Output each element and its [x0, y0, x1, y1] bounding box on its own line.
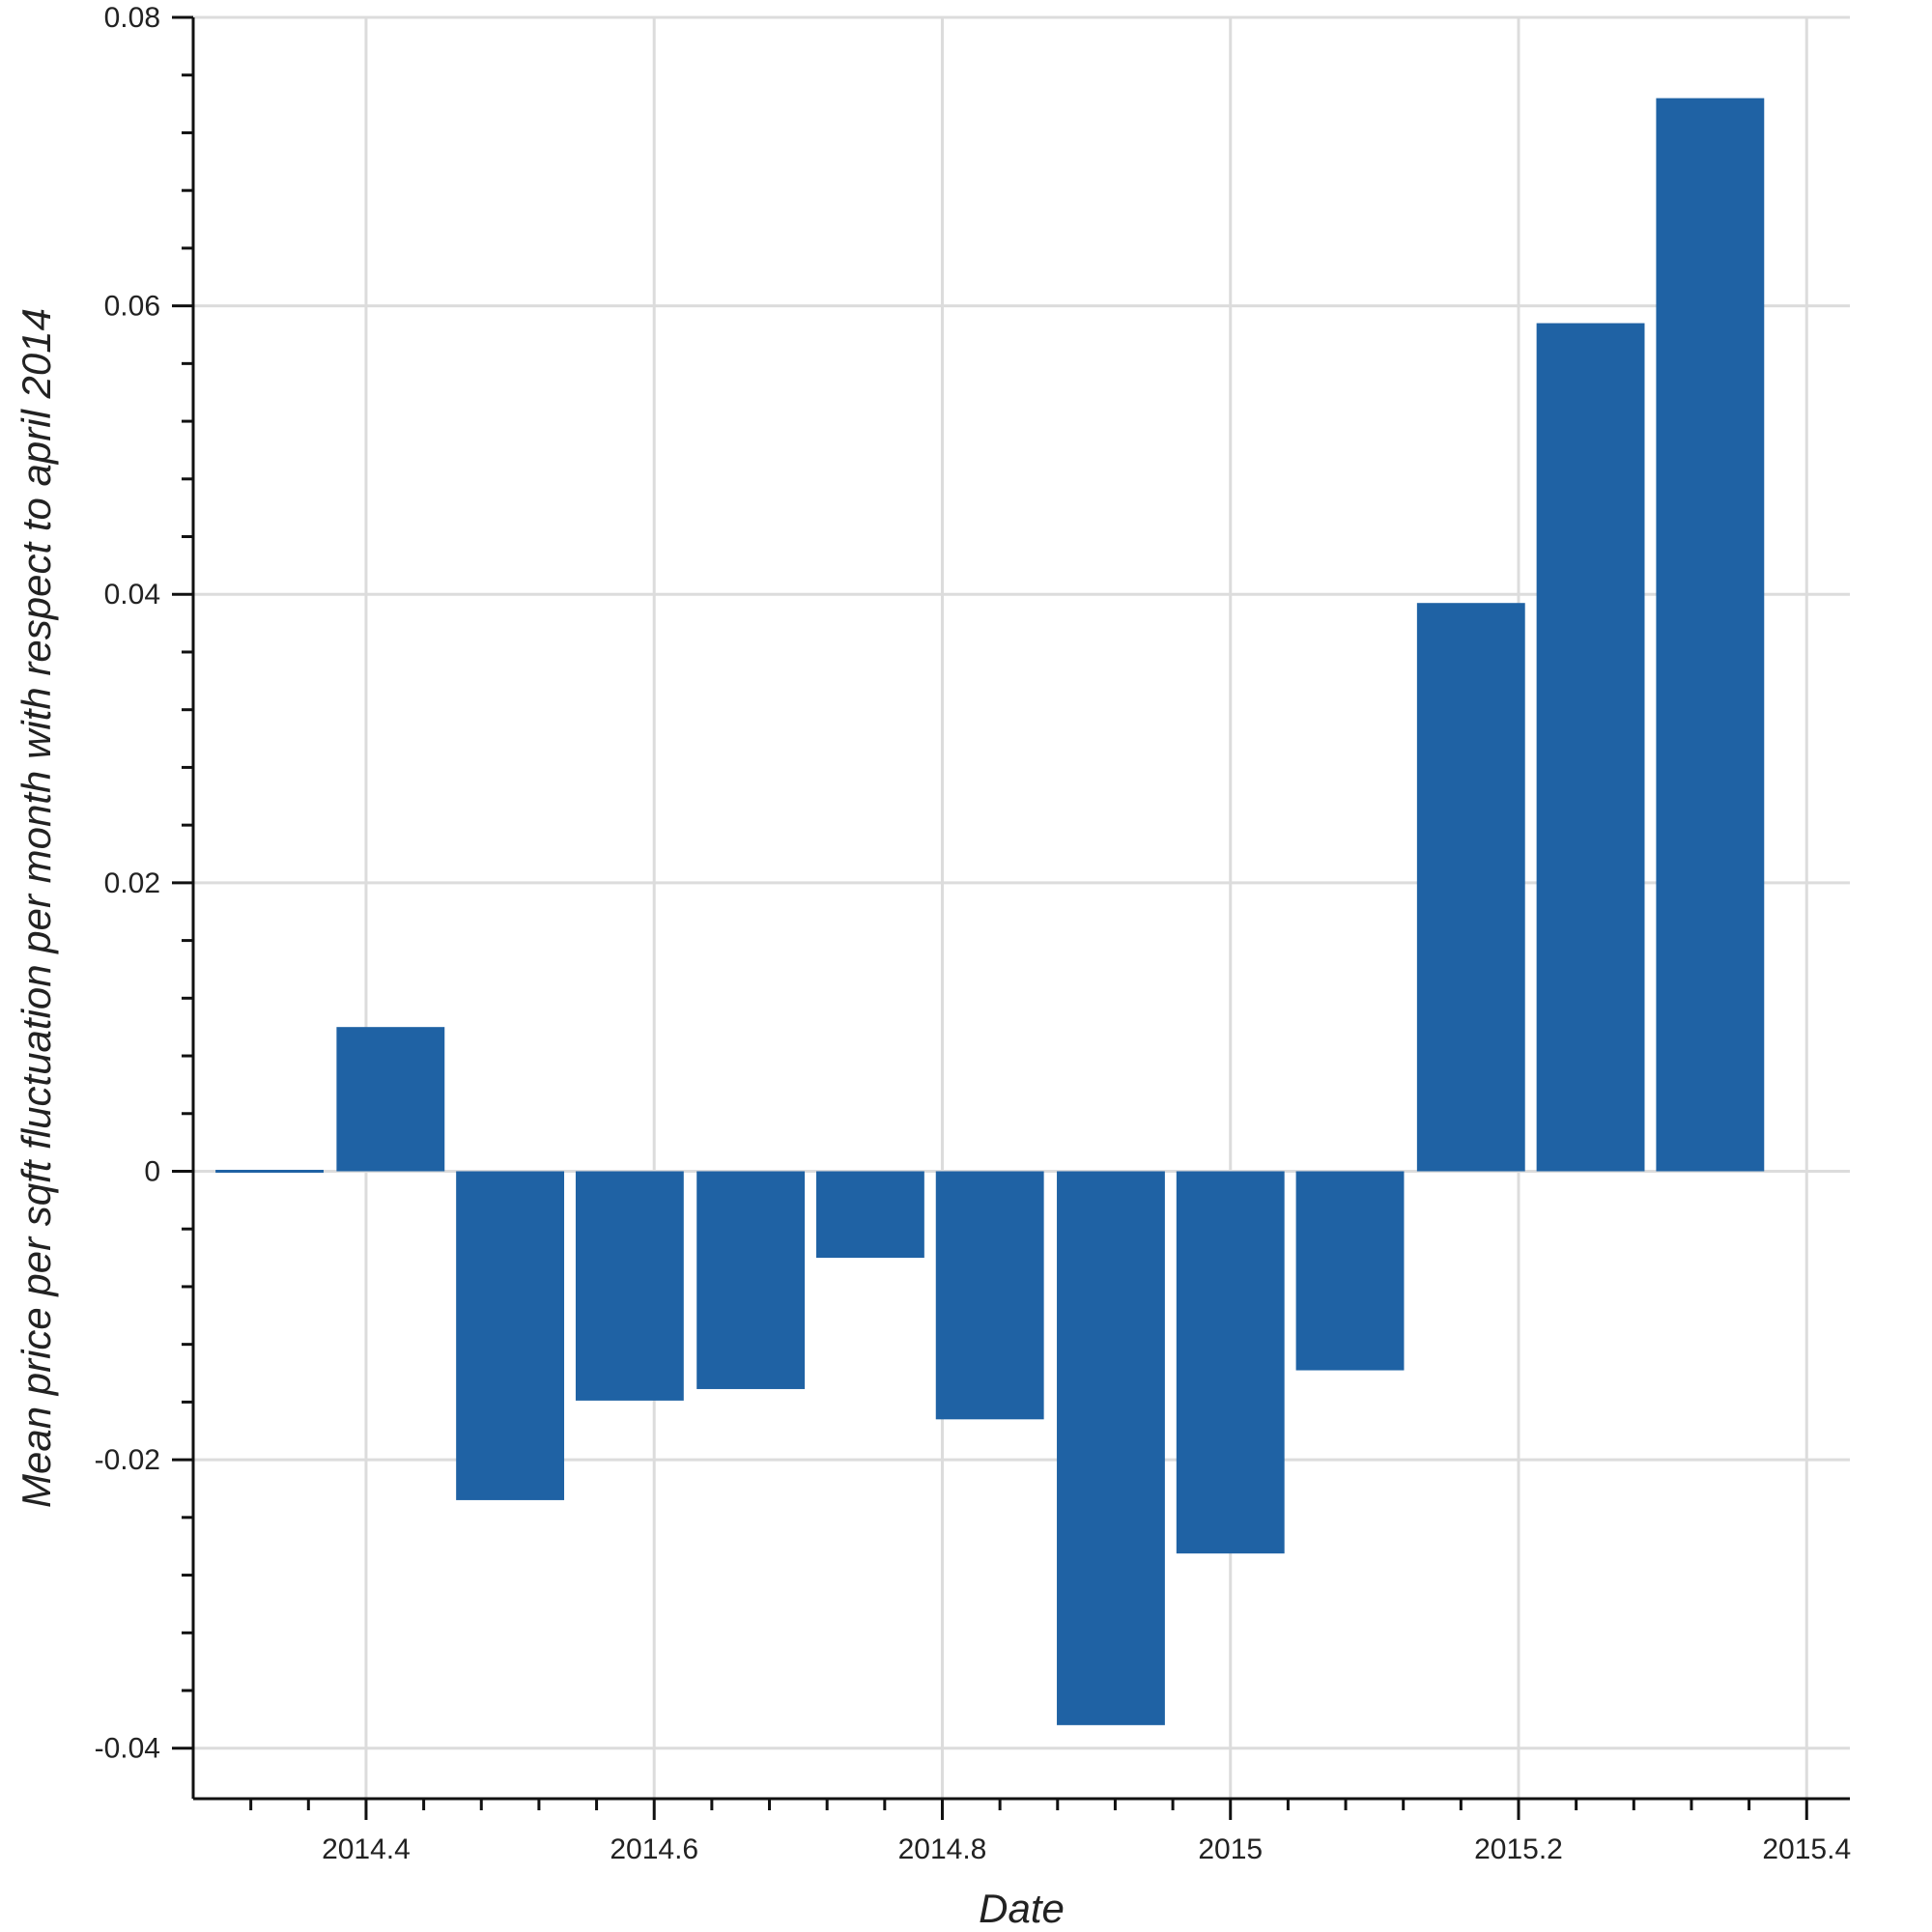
bar [1656, 98, 1765, 1172]
bar [696, 1171, 806, 1389]
x-tick-label: 2015 [1198, 1833, 1263, 1865]
bar [215, 1169, 324, 1173]
y-tick-label: 0.06 [104, 291, 160, 323]
y-tick-label: 0.02 [104, 867, 160, 899]
y-axis-title: Mean price per sqft fluctuation per mont… [14, 308, 59, 1508]
y-tick-label: 0 [144, 1155, 160, 1187]
y-tick-label: -0.02 [95, 1444, 160, 1476]
bar [1057, 1171, 1165, 1725]
bar [1536, 323, 1645, 1172]
x-tick-label: 2015.2 [1474, 1833, 1563, 1865]
bars [215, 98, 1765, 1725]
x-tick-label: 2014.6 [610, 1833, 698, 1865]
bar [1295, 1171, 1405, 1371]
y-tick-label: -0.04 [95, 1733, 160, 1765]
bar [1416, 603, 1525, 1172]
y-tick-label: 0.08 [104, 2, 160, 34]
axes [191, 17, 1850, 1801]
bar [456, 1171, 565, 1500]
bar [1176, 1171, 1285, 1554]
bar [815, 1171, 924, 1259]
bar [336, 1027, 445, 1172]
x-tick-label: 2014.8 [898, 1833, 987, 1865]
x-tick-label: 2014.4 [322, 1833, 411, 1865]
x-tick-label: 2015.4 [1762, 1833, 1851, 1865]
bar [935, 1171, 1044, 1420]
y-tick-label: 0.04 [104, 579, 160, 611]
ticks: -0.04 -0.02 0 0.02 0.04 0.06 0.08 2014.4 2014.6 2… [95, 2, 1852, 1865]
bar [575, 1171, 684, 1401]
x-axis-title: Date [979, 1886, 1065, 1931]
